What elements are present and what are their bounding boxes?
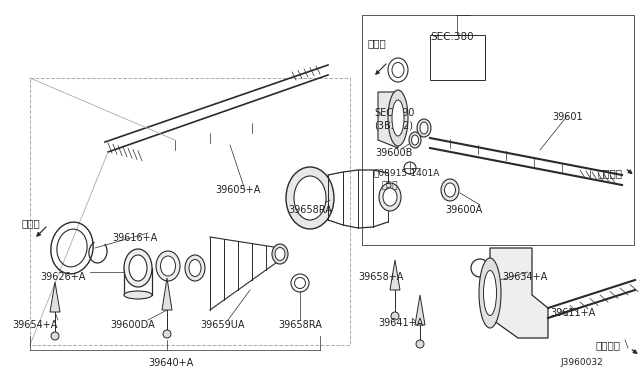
- Ellipse shape: [409, 132, 421, 148]
- Ellipse shape: [275, 247, 285, 260]
- Ellipse shape: [185, 255, 205, 281]
- Text: デフ側: デフ側: [368, 38, 387, 48]
- Ellipse shape: [161, 256, 175, 276]
- Text: 39658RA: 39658RA: [278, 320, 322, 330]
- Ellipse shape: [124, 291, 152, 299]
- Text: 39611+A: 39611+A: [550, 308, 595, 318]
- Ellipse shape: [379, 183, 401, 211]
- Ellipse shape: [412, 135, 419, 145]
- Text: 39658RA: 39658RA: [288, 205, 332, 215]
- Ellipse shape: [392, 100, 404, 136]
- Ellipse shape: [156, 251, 180, 281]
- Text: デフ側: デフ側: [22, 218, 41, 228]
- Text: 39616+A: 39616+A: [112, 233, 157, 243]
- Text: 39654+A: 39654+A: [12, 320, 58, 330]
- Polygon shape: [378, 92, 398, 148]
- Ellipse shape: [391, 312, 399, 320]
- Text: 39626+A: 39626+A: [40, 272, 85, 282]
- Text: SEC.390: SEC.390: [374, 108, 414, 118]
- Ellipse shape: [479, 258, 501, 328]
- Bar: [430, 35, 485, 80]
- Ellipse shape: [129, 255, 147, 281]
- Text: 39600DA: 39600DA: [110, 320, 155, 330]
- Polygon shape: [415, 295, 425, 325]
- Ellipse shape: [124, 249, 152, 287]
- Text: 39600A: 39600A: [445, 205, 483, 215]
- Text: Ⓢ08915-1401A: Ⓢ08915-1401A: [373, 168, 440, 177]
- Ellipse shape: [163, 330, 171, 338]
- Ellipse shape: [420, 122, 428, 134]
- Bar: [362, 15, 634, 245]
- Ellipse shape: [383, 188, 397, 206]
- Text: J3960032: J3960032: [560, 358, 603, 367]
- Text: 39659UA: 39659UA: [200, 320, 244, 330]
- Polygon shape: [390, 260, 400, 290]
- Ellipse shape: [483, 270, 497, 315]
- Text: 39634+A: 39634+A: [502, 272, 547, 282]
- Text: 39640+A: 39640+A: [148, 358, 193, 368]
- Ellipse shape: [286, 167, 334, 229]
- Ellipse shape: [441, 179, 459, 201]
- Polygon shape: [162, 278, 172, 310]
- Ellipse shape: [272, 244, 288, 264]
- Text: 39641+A: 39641+A: [378, 318, 423, 328]
- Polygon shape: [490, 248, 548, 338]
- Ellipse shape: [445, 183, 456, 197]
- Text: 39601: 39601: [552, 112, 582, 122]
- Ellipse shape: [294, 176, 326, 220]
- Text: 39600B: 39600B: [375, 148, 412, 158]
- Ellipse shape: [189, 260, 201, 276]
- Ellipse shape: [388, 90, 408, 146]
- Text: タイヤ側: タイヤ側: [595, 340, 620, 350]
- Ellipse shape: [417, 119, 431, 137]
- Polygon shape: [50, 282, 60, 312]
- Text: 39605+A: 39605+A: [215, 185, 260, 195]
- Text: SEC.380: SEC.380: [430, 32, 474, 42]
- Text: タイヤ側: タイヤ側: [598, 168, 623, 178]
- Ellipse shape: [416, 340, 424, 348]
- Text: 39658+A: 39658+A: [358, 272, 403, 282]
- Ellipse shape: [51, 332, 59, 340]
- Text: （5）: （5）: [382, 180, 399, 189]
- Text: (3B342): (3B342): [374, 120, 413, 130]
